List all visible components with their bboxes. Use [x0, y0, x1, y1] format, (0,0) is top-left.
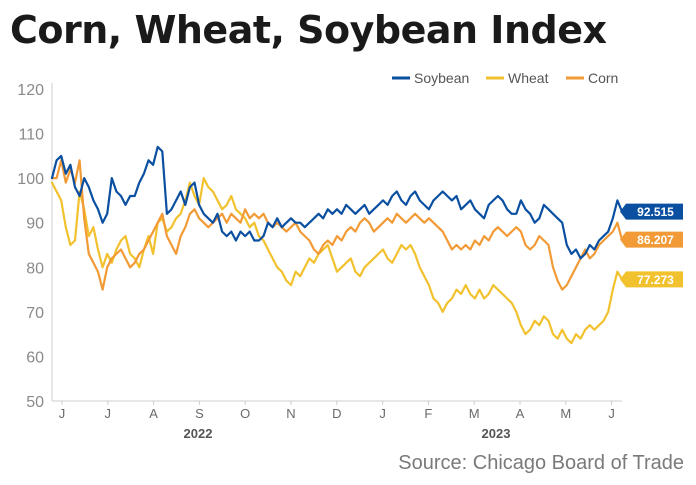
end-label-value: 92.515	[637, 205, 674, 219]
series-line-wheat	[50, 177, 624, 345]
y-tick-label: 70	[26, 305, 44, 322]
legend-label: Soybean	[414, 70, 469, 86]
x-tick-label: J	[59, 406, 66, 421]
end-label-soybean: 92.515	[620, 203, 683, 220]
year-label: 2022	[184, 426, 213, 441]
series-line-corn	[50, 159, 624, 291]
chart-title: Corn, Wheat, Soybean Index	[10, 8, 607, 52]
legend: Soybean Wheat Corn	[392, 70, 618, 86]
y-tick-label: 110	[18, 127, 44, 144]
x-tick-label: J	[608, 406, 615, 421]
x-tick-label: M	[469, 406, 480, 421]
y-tick-label: 80	[26, 260, 44, 277]
legend-item-soybean: Soybean	[392, 70, 469, 86]
end-label-tag	[620, 231, 683, 248]
end-label-tag	[620, 271, 683, 288]
legend-item-corn: Corn	[566, 70, 618, 86]
x-tick-label: A	[149, 406, 158, 421]
end-label-value: 77.273	[637, 273, 674, 287]
x-tick-label: M	[560, 406, 571, 421]
x-tick-label: F	[424, 406, 432, 421]
y-tick-label: 90	[26, 216, 44, 233]
end-label-wheat: 77.273	[620, 271, 683, 288]
legend-label: Corn	[588, 70, 618, 86]
legend-item-wheat: Wheat	[486, 70, 549, 86]
y-tick-label: 120	[17, 82, 44, 99]
x-tick-label: D	[332, 406, 341, 421]
y-tick-label: 100	[17, 171, 44, 188]
legend-label: Wheat	[508, 70, 549, 86]
x-tick-label: N	[286, 406, 295, 421]
x-tick-label: J	[379, 406, 386, 421]
y-tick-label: 50	[26, 394, 44, 411]
x-tick-label: J	[105, 406, 112, 421]
end-label-corn: 86.207	[620, 231, 683, 248]
source-note: Source: Chicago Board of Trade	[398, 452, 684, 474]
x-tick-label: S	[195, 406, 204, 421]
x-tick-label: A	[516, 406, 525, 421]
end-label-tag	[620, 203, 683, 220]
x-axis: J J A S O N D J F M A M J 2022 2023	[52, 400, 622, 441]
series-line-soybean	[50, 145, 624, 260]
x-tick-label: O	[240, 406, 250, 421]
end-label-value: 86.207	[637, 233, 674, 247]
y-axis: 50 60 70 80 90 100 110 120	[17, 82, 53, 411]
y-tick-label: 60	[26, 349, 44, 366]
year-label: 2023	[482, 426, 511, 441]
series-layer	[50, 145, 624, 345]
end-labels: 92.515 77.273 86.207	[620, 203, 683, 288]
